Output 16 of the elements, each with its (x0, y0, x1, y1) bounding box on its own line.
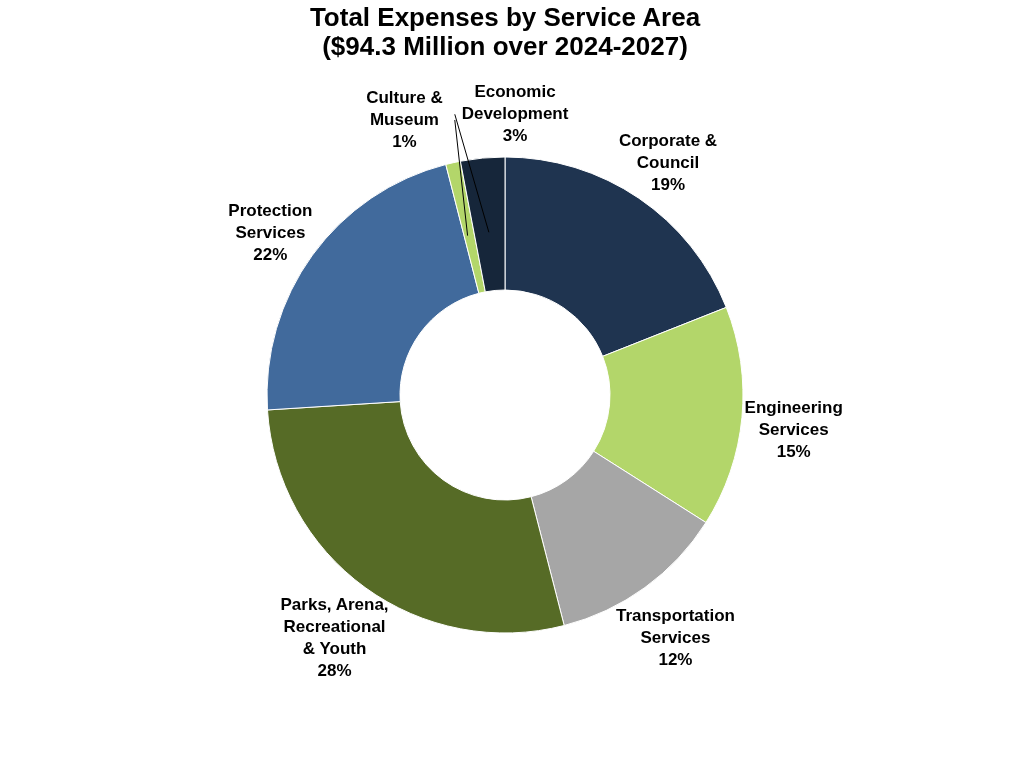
data-label: 28% (317, 660, 352, 680)
data-label: 22% (253, 244, 288, 264)
slice-label: Engineering Services (744, 398, 843, 440)
slice-label: Economic Development (461, 82, 569, 124)
slice-label: Transportation Services (615, 605, 735, 647)
slice-label: Protection Services (228, 200, 313, 242)
slice-label: Parks, Arena, Recreational & Youth (280, 594, 389, 658)
data-label: 1% (392, 131, 417, 151)
chart-subtitle: ($94.3 Million over 2024-2027) (322, 31, 688, 61)
chart-title: Total Expenses by Service Area (309, 2, 701, 32)
data-label: 15% (776, 442, 811, 462)
slice-label: Corporate & Council (618, 131, 718, 173)
data-label: 19% (650, 175, 686, 195)
slice-label: Culture & Museum (366, 87, 443, 129)
data-label: 12% (658, 649, 693, 669)
data-label: 3% (502, 126, 528, 146)
